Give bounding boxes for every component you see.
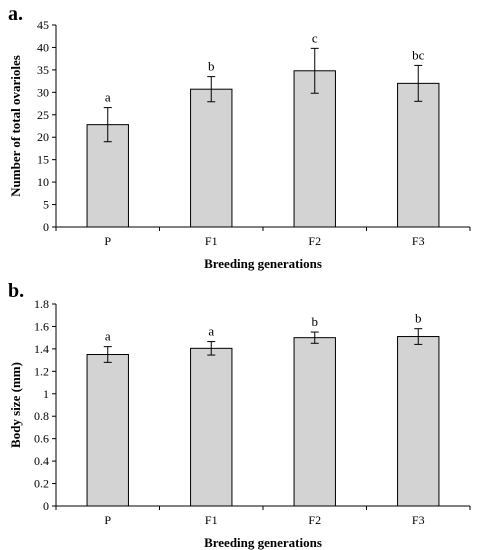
y-tick-label: 20 xyxy=(37,130,49,144)
y-tick-label: 25 xyxy=(37,108,49,122)
significance-label-F2: c xyxy=(312,30,318,45)
significance-label-P: a xyxy=(105,329,111,344)
y-tick-label: 0.6 xyxy=(34,432,49,446)
x-tick-label-P: P xyxy=(104,234,111,248)
y-axis-title: Body size (mm) xyxy=(8,362,23,448)
significance-label-F3: b xyxy=(415,311,422,326)
y-tick-label: 0.2 xyxy=(34,477,49,491)
bar-F3 xyxy=(397,336,440,507)
x-tick-label-F1: F1 xyxy=(205,513,218,527)
panel-label: a. xyxy=(8,3,23,25)
y-tick-label: 1.4 xyxy=(34,342,49,356)
y-tick-label: 10 xyxy=(37,175,49,189)
y-tick-label: 1 xyxy=(43,387,49,401)
y-tick-label: 15 xyxy=(37,153,49,167)
bar-F1 xyxy=(190,347,233,507)
y-tick-label: 0 xyxy=(43,220,49,234)
bar-F3 xyxy=(397,82,440,228)
y-tick-label: 35 xyxy=(37,63,49,77)
y-tick-label: 5 xyxy=(43,198,49,212)
x-tick-label-F3: F3 xyxy=(412,513,425,527)
y-tick-label: 45 xyxy=(37,18,49,32)
y-tick-label: 30 xyxy=(37,85,49,99)
bar-F2 xyxy=(293,70,336,228)
x-tick-label-F1: F1 xyxy=(205,234,218,248)
panel-label: b. xyxy=(8,280,24,302)
significance-label-F1: a xyxy=(208,324,214,339)
x-tick-label-P: P xyxy=(104,513,111,527)
chart-panel-b: b. 0 0.2 0.4 0.6 0.8 1 1.2 1.4 1.6 1.8 a Pa F1 b F2 b F3 B… xyxy=(8,280,471,550)
y-tick-label: 0.8 xyxy=(34,409,49,423)
significance-label-F1: b xyxy=(208,59,215,74)
y-tick-label: 0.4 xyxy=(34,454,49,468)
y-tick-label: 1.8 xyxy=(34,297,49,311)
significance-label-P: a xyxy=(105,90,111,105)
bar-F2 xyxy=(293,337,336,507)
y-tick-label: 1.6 xyxy=(34,319,49,333)
significance-label-F3: bc xyxy=(412,47,425,62)
chart-panel-a: a. 0 5 10 15 20 25 30 35 40 45 a Pb F1 c F2 bc F3 Breeding… xyxy=(8,3,471,271)
x-tick-label-F2: F2 xyxy=(308,234,321,248)
y-axis-title: Number of total ovarioles xyxy=(8,55,23,197)
y-tick-label: 0 xyxy=(43,499,49,513)
x-tick-label-F2: F2 xyxy=(308,513,321,527)
x-axis-title: Breeding generations xyxy=(204,535,322,550)
significance-label-F2: b xyxy=(312,314,319,329)
y-tick-label: 1.2 xyxy=(34,364,49,378)
y-tick-label: 40 xyxy=(37,40,49,54)
bar-F1 xyxy=(190,88,233,228)
bar-P xyxy=(86,354,129,507)
x-tick-label-F3: F3 xyxy=(412,234,425,248)
x-axis-title: Breeding generations xyxy=(204,256,322,271)
